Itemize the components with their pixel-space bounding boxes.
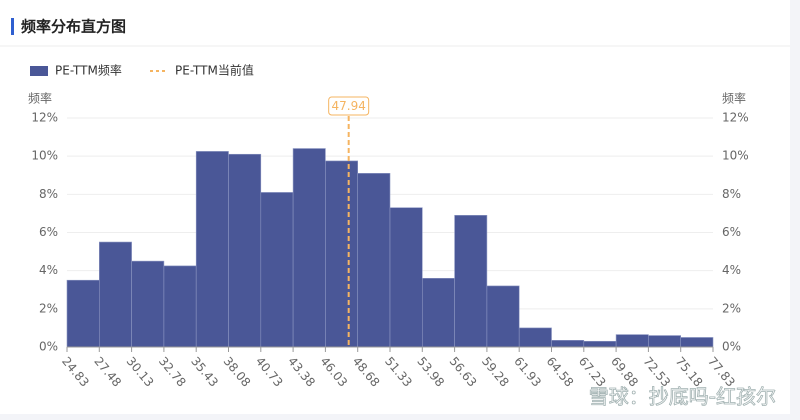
y-axis-title: 频率 <box>28 91 52 106</box>
bar <box>421 277 455 348</box>
bar <box>680 337 714 348</box>
y2-tick-label: 2% <box>722 301 741 315</box>
y2-tick-label: 0% <box>722 340 741 354</box>
bar <box>195 151 229 348</box>
bar <box>357 173 391 348</box>
y-tick-label: 12% <box>31 111 58 125</box>
y-tick-label: 6% <box>39 225 58 239</box>
bar <box>292 148 326 348</box>
legend-label: PE-TTM当前值 <box>175 63 254 78</box>
bar <box>163 265 197 348</box>
current-label: 47.94 <box>332 99 366 113</box>
y-tick-label: 4% <box>39 263 58 277</box>
y-tick-label: 2% <box>39 301 58 315</box>
y-tick-label: 8% <box>39 187 58 201</box>
y-tick-label: 10% <box>31 149 58 163</box>
bar <box>131 260 165 348</box>
y-tick-label: 0% <box>39 340 58 354</box>
bar <box>518 327 552 348</box>
title-accent <box>11 18 14 35</box>
y2-tick-label: 6% <box>722 225 741 239</box>
bar <box>486 285 520 348</box>
bar <box>389 207 423 348</box>
legend-swatch <box>30 66 48 76</box>
current-label-box <box>328 96 370 116</box>
bar <box>648 335 682 348</box>
bar <box>66 279 100 348</box>
bar <box>260 192 294 348</box>
bar <box>454 215 488 348</box>
bar <box>325 160 358 348</box>
y2-tick-label: 8% <box>722 187 741 201</box>
bar <box>228 153 262 348</box>
y2-tick-label: 12% <box>722 111 749 125</box>
y2-axis-title: 频率 <box>722 91 746 106</box>
legend-label: PE-TTM频率 <box>55 63 122 78</box>
chart-title: 频率分布直方图 <box>21 18 126 36</box>
bar <box>583 340 617 348</box>
bar <box>99 241 132 348</box>
card <box>0 0 790 414</box>
y2-tick-label: 4% <box>722 263 741 277</box>
y2-tick-label: 10% <box>722 149 749 163</box>
bar <box>551 340 585 348</box>
watermark: 雪球：抄底吗-红孩尔 <box>589 385 776 409</box>
bar <box>615 334 649 348</box>
